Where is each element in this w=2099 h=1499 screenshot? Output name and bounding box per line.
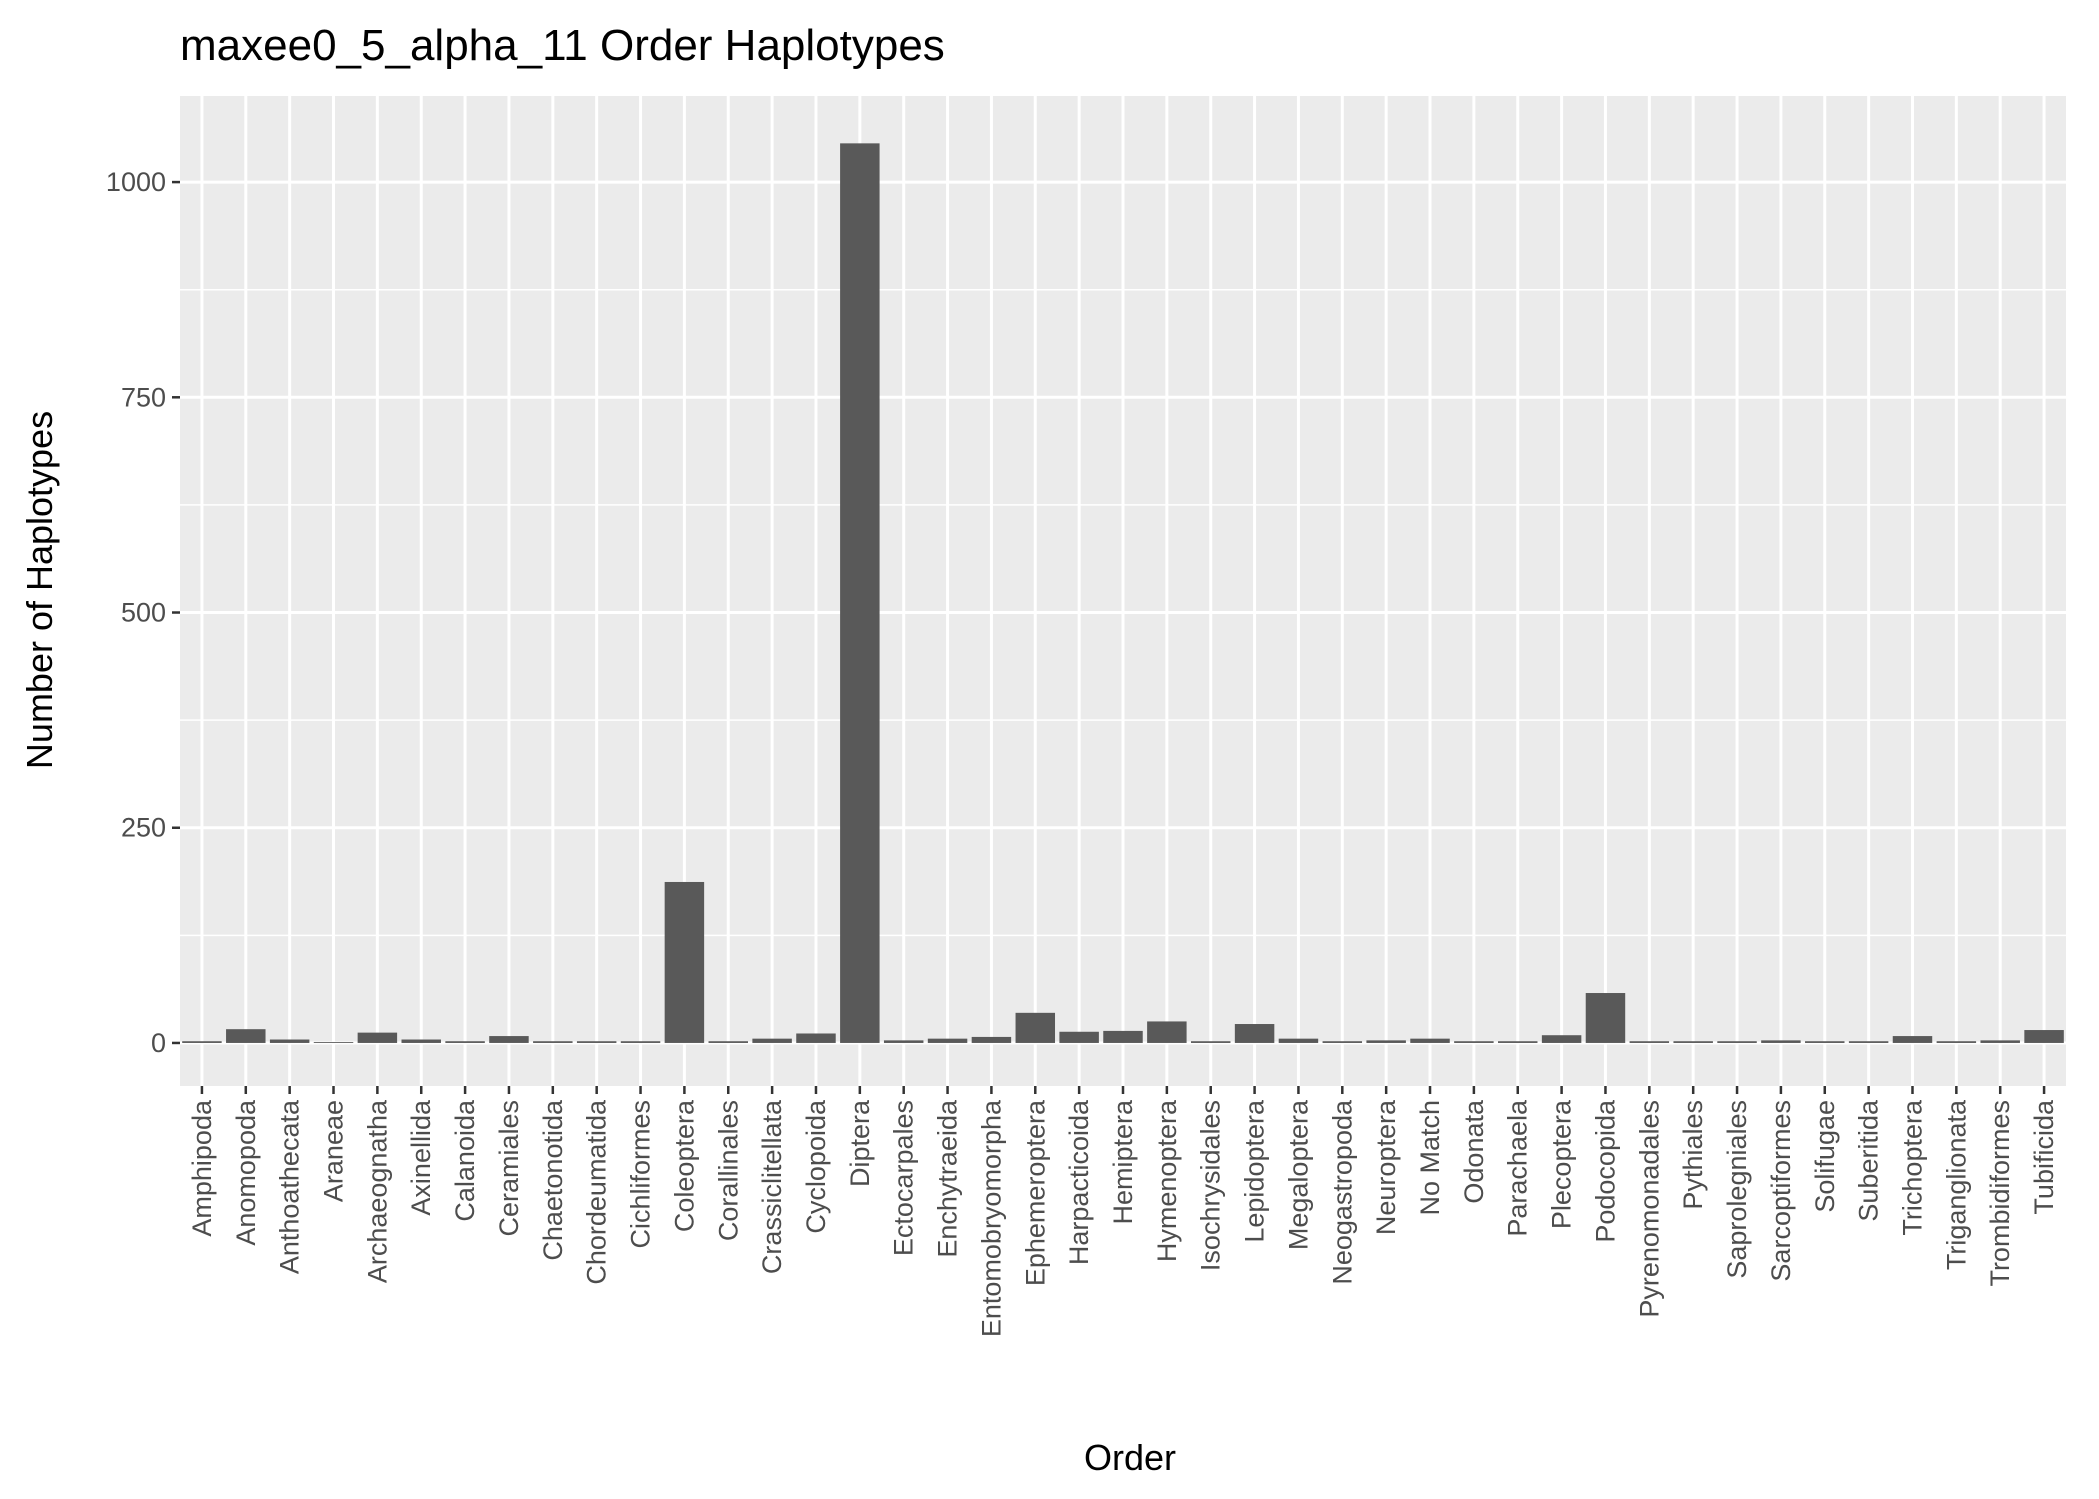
- x-tick-label: Isochrysidales: [1196, 1100, 1226, 1271]
- y-axis-title: Number of Haplotypes: [19, 411, 60, 769]
- bar: [1147, 1021, 1187, 1043]
- bar: [664, 881, 705, 1043]
- x-tick-label: Chaetonotida: [538, 1099, 568, 1261]
- x-tick-label: Harpacticoida: [1064, 1099, 1094, 1265]
- x-tick-label: Cichliformes: [626, 1100, 656, 1249]
- bar: [1410, 1038, 1450, 1043]
- bar: [1585, 993, 1626, 1043]
- bar: [2024, 1030, 2064, 1043]
- x-tick-label: Pyrenomonadales: [1634, 1100, 1664, 1318]
- y-tick-label: 750: [121, 382, 166, 412]
- x-tick-label: Ephemeroptera: [1020, 1099, 1050, 1286]
- major-gridlines: [180, 96, 2066, 1086]
- bar: [840, 143, 880, 1043]
- x-tick-label: Neogastropoda: [1327, 1099, 1357, 1285]
- x-axis-title: Order: [1084, 1437, 1176, 1478]
- bar: [445, 1041, 485, 1043]
- x-tick-label: Ectocarpales: [889, 1100, 919, 1256]
- x-tick-label: Saprolegniales: [1722, 1100, 1752, 1279]
- x-tick-label: Coleoptera: [669, 1099, 699, 1232]
- bar: [752, 1038, 792, 1043]
- bar: [489, 1036, 529, 1043]
- bar: [1541, 1035, 1582, 1043]
- x-tick-label: Amphipoda: [187, 1099, 217, 1237]
- x-tick-label: Solifugae: [1810, 1100, 1840, 1213]
- bar: [1190, 1041, 1231, 1043]
- bar: [1980, 1040, 2020, 1043]
- bar: [1454, 1041, 1494, 1043]
- x-tick-label: Corallinales: [713, 1100, 743, 1241]
- y-axis: 0 250 500 750 1000: [106, 167, 180, 1058]
- bar: [971, 1036, 1012, 1043]
- x-tick-label: Ceramiales: [494, 1100, 524, 1237]
- bar: [1234, 1024, 1275, 1043]
- bar: [1761, 1040, 1801, 1043]
- y-tick-label: 250: [121, 813, 166, 843]
- bar: [1498, 1041, 1538, 1043]
- bar: [1629, 1041, 1670, 1043]
- bar: [269, 1039, 310, 1043]
- bar: [883, 1040, 924, 1043]
- bar: [1278, 1038, 1319, 1043]
- bars: [182, 143, 2064, 1043]
- bar: [1892, 1036, 1933, 1043]
- bar: [182, 1041, 222, 1043]
- x-tick-label: Entomobryomorpha: [976, 1099, 1006, 1337]
- x-tick-label: Pythiales: [1678, 1100, 1708, 1210]
- x-tick-label: Axinellida: [406, 1099, 436, 1216]
- y-tick-label: 500: [121, 598, 166, 628]
- x-tick-label: Archaeognatha: [362, 1099, 392, 1283]
- bar: [1805, 1041, 1845, 1043]
- bar: [226, 1029, 266, 1043]
- x-tick-label: Diptera: [845, 1099, 875, 1187]
- bar: [927, 1038, 968, 1043]
- bar: [401, 1039, 441, 1043]
- bar: [1717, 1041, 1757, 1043]
- x-tick-label: No Match: [1415, 1100, 1445, 1216]
- x-tick-label: Anthoathecata: [275, 1099, 305, 1274]
- bar: [1936, 1041, 1977, 1043]
- x-tick-label: Hymenoptera: [1152, 1099, 1182, 1262]
- x-tick-label: Anomopoda: [231, 1099, 261, 1246]
- x-tick-label: Tubificida: [2029, 1099, 2059, 1215]
- bar: [357, 1032, 398, 1043]
- x-tick-label: Hemiptera: [1108, 1099, 1138, 1225]
- y-tick-label: 0: [151, 1028, 166, 1058]
- x-tick-label: Crassiclitellata: [757, 1099, 787, 1274]
- bar: [576, 1041, 617, 1043]
- chart-title: maxee0_5_alpha_11 Order Haplotypes: [180, 21, 945, 70]
- x-tick-label: Neuroptera: [1371, 1099, 1401, 1235]
- bar: [1322, 1041, 1363, 1043]
- bar: [1366, 1040, 1406, 1043]
- x-tick-label: Sarcoptiformes: [1766, 1100, 1796, 1282]
- x-tick-label: Trichoptera: [1897, 1099, 1927, 1236]
- x-tick-label: Suberitida: [1854, 1099, 1884, 1222]
- bar: [1673, 1041, 1713, 1043]
- bar: [1015, 1012, 1056, 1043]
- bar: [708, 1041, 748, 1043]
- bar: [313, 1042, 354, 1043]
- x-tick-label: Odonata: [1459, 1099, 1489, 1204]
- y-tick-label: 1000: [106, 167, 166, 197]
- bar: [1103, 1030, 1143, 1043]
- x-tick-label: Calanoida: [450, 1099, 480, 1222]
- x-tick-label: Cyclopoida: [801, 1099, 831, 1234]
- x-tick-label: Parachaela: [1503, 1099, 1533, 1237]
- bar: [533, 1041, 573, 1043]
- x-tick-label: Plecoptera: [1547, 1099, 1577, 1229]
- x-tick-label: Podocopida: [1590, 1099, 1620, 1243]
- bar: [620, 1041, 661, 1043]
- x-tick-label: Lepidoptera: [1240, 1099, 1270, 1243]
- x-tick-label: Triganglionata: [1941, 1099, 1971, 1270]
- x-tick-label: Chordeumatida: [582, 1099, 612, 1285]
- bar: [1848, 1041, 1889, 1043]
- x-tick-label: Araneae: [319, 1100, 349, 1202]
- x-tick-label: Trombidiformes: [1985, 1100, 2015, 1287]
- x-tick-label: Megaloptera: [1283, 1099, 1313, 1250]
- bar: [796, 1033, 836, 1043]
- bar: [1059, 1031, 1099, 1043]
- x-tick-label: Enchytraeida: [933, 1099, 963, 1258]
- x-axis: Amphipoda Anomopoda Anthoathecata Araneae Ar…: [187, 1086, 2059, 1337]
